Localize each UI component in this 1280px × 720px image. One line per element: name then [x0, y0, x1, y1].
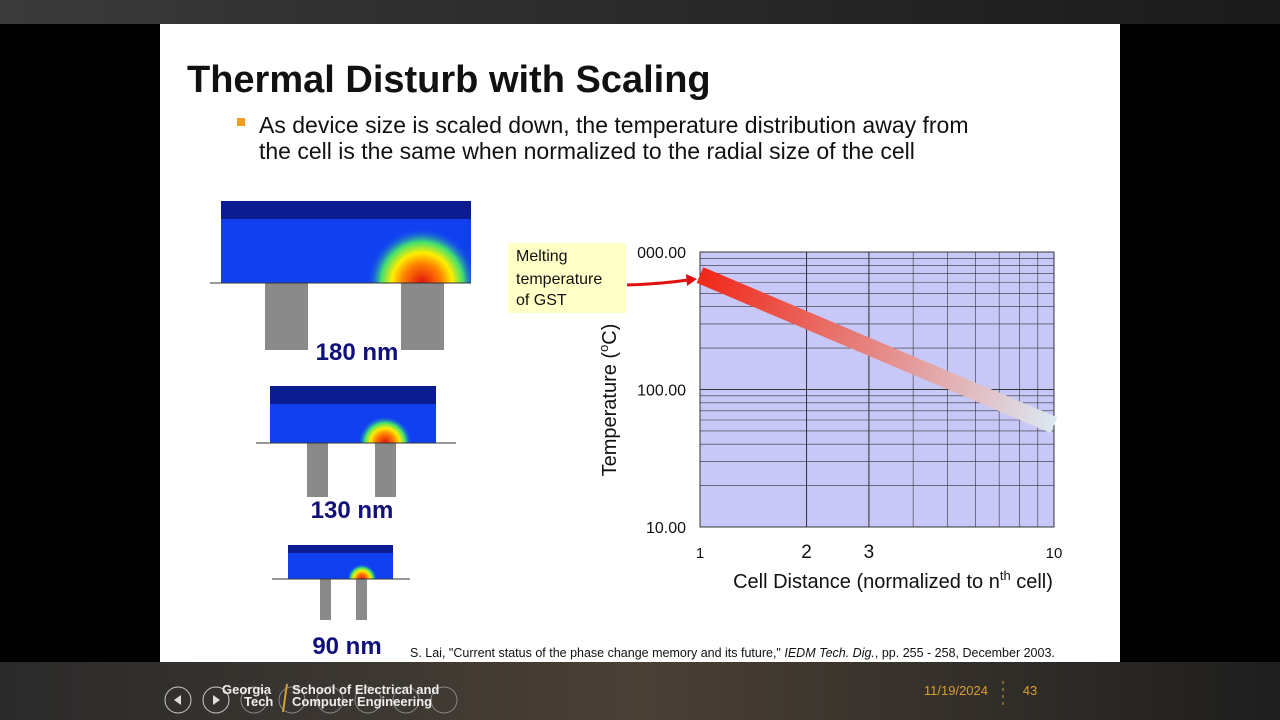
x-tick-label: 10	[1046, 545, 1063, 562]
top-bar	[0, 0, 1280, 24]
y-tick-label: 100.00	[637, 383, 686, 400]
device-90	[272, 545, 410, 620]
y-tick-label: 10.00	[646, 520, 686, 537]
x-tick-label: 3	[864, 542, 875, 563]
callout-box	[508, 243, 626, 313]
nav-buttons	[164, 686, 458, 714]
callout-arrowhead	[686, 274, 697, 286]
bottom-bar	[0, 662, 1280, 720]
bullet-text: the cell is the same when normalized to …	[259, 138, 915, 164]
size-label: 130 nm	[311, 497, 394, 524]
logo-text: Georgia	[222, 682, 272, 697]
x-tick-label: 1	[696, 545, 704, 562]
logo-text: Tech	[244, 694, 273, 709]
pen-button[interactable]	[240, 686, 268, 714]
subtitle-button[interactable]	[354, 686, 382, 714]
school-name: Computer Engineering	[292, 694, 432, 709]
x-axis-label: Cell Distance (normalized to nth cell)	[733, 568, 1053, 593]
zoom-button[interactable]	[316, 686, 344, 714]
more-button[interactable]	[392, 686, 420, 714]
y-axis-label: Temperature (oC)	[596, 324, 621, 477]
school-name: School of Electrical and	[292, 682, 439, 697]
logo-divider	[282, 683, 288, 713]
size-label: 180 nm	[316, 339, 399, 366]
options-button[interactable]	[430, 686, 458, 714]
chart	[696, 251, 1058, 528]
y-tick-label: 000.00	[637, 245, 686, 262]
annotation: temperature	[516, 271, 602, 288]
next-button[interactable]	[202, 686, 230, 714]
annotation: of GST	[516, 292, 567, 309]
prev-button[interactable]	[164, 686, 192, 714]
citation: S. Lai, "Current status of the phase cha…	[410, 646, 1055, 660]
date: 11/19/2024	[924, 683, 988, 698]
callout-arrow	[626, 278, 689, 287]
bullet-text: As device size is scaled down, the tempe…	[259, 112, 969, 138]
device-180	[210, 201, 471, 350]
device-130	[256, 386, 456, 497]
page-number: 43	[1023, 683, 1037, 698]
size-label: 90 nm	[312, 633, 381, 660]
data-line	[696, 267, 1058, 434]
annotation: Melting	[516, 248, 568, 265]
x-tick-label: 2	[801, 542, 812, 563]
view-button[interactable]	[278, 686, 306, 714]
slide-title: Thermal Disturb with Scaling	[187, 59, 711, 101]
bullet-marker	[237, 118, 245, 126]
